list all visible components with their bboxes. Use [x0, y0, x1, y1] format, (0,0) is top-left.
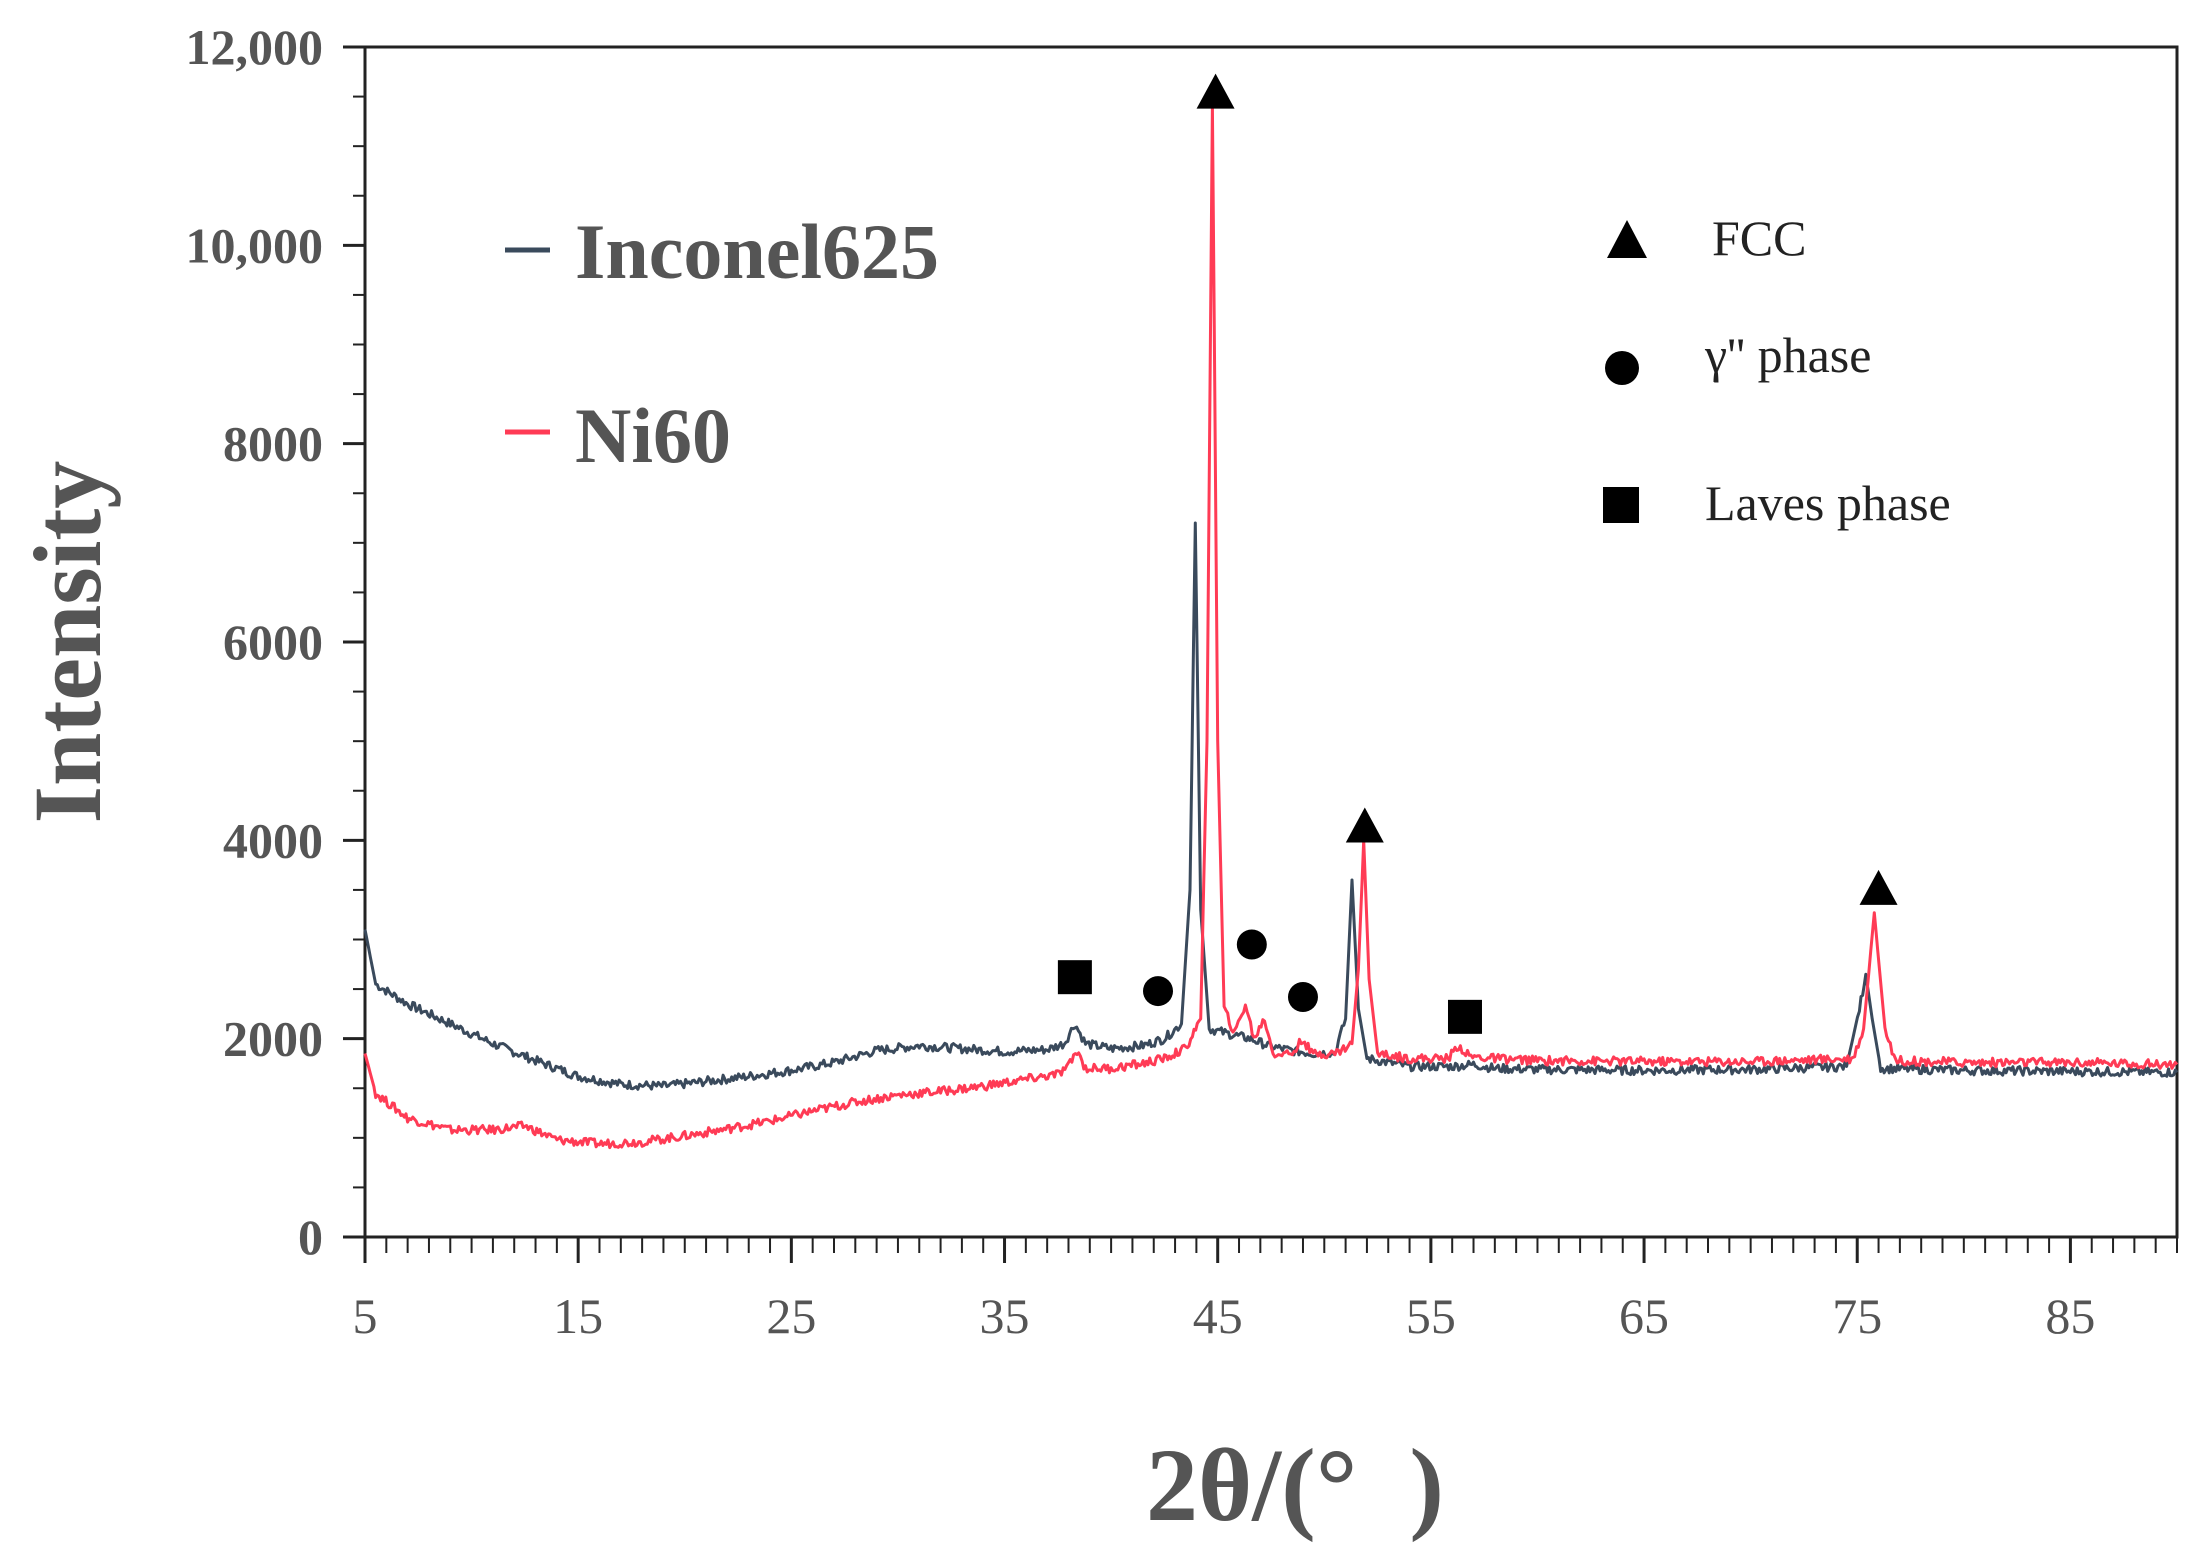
gamma-phase-marker: [1143, 976, 1174, 1007]
laves-phase-marker: [1447, 999, 1482, 1034]
y-tick-label: 12,000: [186, 19, 324, 75]
x-tick-label: 55: [1406, 1288, 1456, 1344]
y-tick-label: 10,000: [186, 217, 324, 273]
x-axis-title: 2θ/(° ): [1146, 1428, 1444, 1543]
x-tick-label: 45: [1193, 1288, 1243, 1344]
gamma-phase-marker: [1236, 929, 1267, 960]
series-line-inconel625: [363, 521, 2179, 1091]
fcc-marker: [1345, 807, 1384, 843]
legend-label-inconel625: Inconel625: [575, 208, 939, 295]
y-axis-ticks: 0 2000 4000 6000 8000 10,000 12,000: [186, 19, 365, 1265]
triangle-icon: [1607, 220, 1647, 258]
phase-markers: [1057, 73, 1898, 1034]
gamma-phase-marker: [1287, 982, 1318, 1013]
x-tick-label: 15: [553, 1288, 603, 1344]
fcc-marker: [1859, 869, 1898, 905]
y-axis-title: Intensity: [14, 461, 121, 824]
y-tick-label: 2000: [223, 1011, 323, 1067]
x-tick-label: 5: [353, 1288, 378, 1344]
x-axis-ticks: 5 15 25 35 45 55 65 75 85: [353, 1237, 2095, 1344]
series-legend: Inconel625 Ni60: [505, 208, 939, 479]
legend-label-ni60: Ni60: [575, 392, 731, 479]
marker-legend-label-laves: Laves phase: [1705, 475, 1951, 531]
circle-icon: [1605, 351, 1639, 385]
fcc-marker: [1196, 73, 1235, 109]
laves-phase-marker: [1057, 960, 1092, 995]
marker-legend-label-fcc: FCC: [1712, 210, 1807, 266]
x-tick-label: 85: [2045, 1288, 2095, 1344]
x-tick-label: 75: [1832, 1288, 1882, 1344]
y-tick-label: 6000: [223, 614, 323, 670]
x-tick-label: 25: [766, 1288, 816, 1344]
y-tick-label: 0: [298, 1209, 323, 1265]
y-tick-label: 8000: [223, 416, 323, 472]
x-tick-label: 65: [1619, 1288, 1669, 1344]
y-tick-label: 4000: [223, 812, 323, 868]
phase-legend: FCC γ'' phase Laves phase: [1603, 210, 1951, 531]
square-icon: [1603, 487, 1639, 523]
marker-legend-label-gamma: γ'' phase: [1704, 327, 1871, 383]
series-line-ni60: [363, 105, 2179, 1150]
x-tick-label: 35: [980, 1288, 1030, 1344]
series-layer: [363, 105, 2179, 1150]
